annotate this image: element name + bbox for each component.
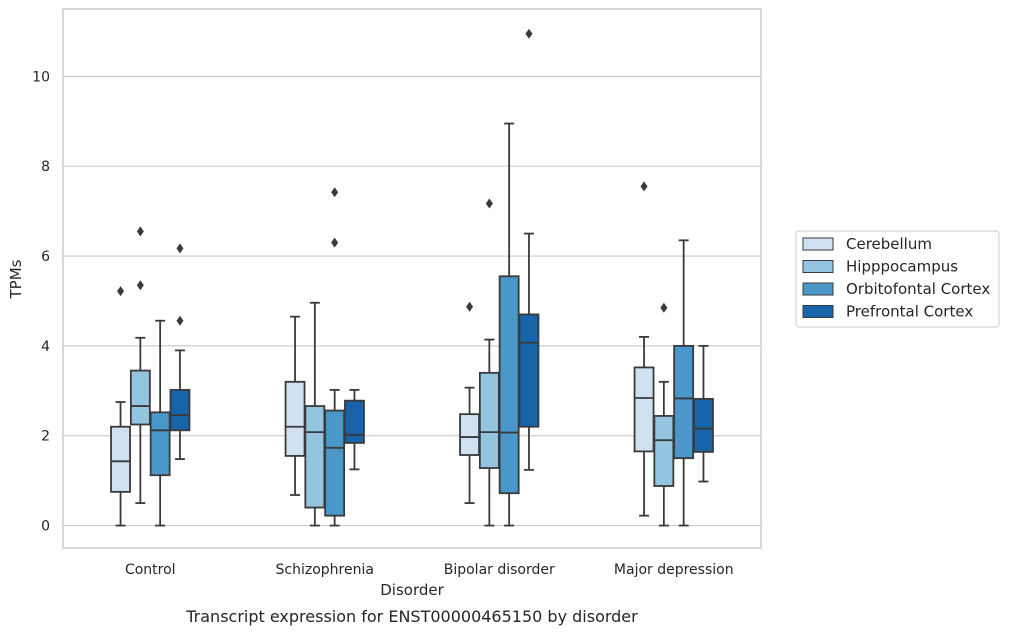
- y-tick-label: 4: [41, 339, 50, 355]
- outlier-point: [176, 315, 184, 326]
- outlier-point: [485, 198, 493, 209]
- box: [459, 413, 480, 456]
- box: [284, 380, 306, 457]
- box-group: [169, 243, 191, 460]
- outlier-point: [466, 301, 474, 312]
- box-group: [344, 388, 365, 471]
- outlier-point: [117, 286, 125, 297]
- box: [518, 313, 540, 428]
- y-tick-label: 2: [41, 429, 50, 445]
- box-group: [653, 302, 675, 527]
- y-axis-title: TPMs: [7, 259, 25, 299]
- box-group: [498, 122, 520, 527]
- box-group: [129, 226, 151, 504]
- box: [169, 388, 191, 432]
- x-tick-label: Control: [125, 562, 176, 578]
- legend-swatch: [802, 237, 834, 251]
- box: [324, 409, 346, 517]
- x-tick-label: Major depression: [614, 562, 734, 578]
- box: [653, 415, 675, 487]
- legend-swatch: [802, 260, 834, 273]
- box-group: [518, 28, 540, 471]
- x-axis-title: Disorder: [380, 581, 444, 599]
- legend-label: Cerebellum: [846, 235, 932, 253]
- chart-caption: Transcript expression for ENST0000046515…: [185, 607, 638, 626]
- box-group: [673, 239, 695, 527]
- outlier-point: [660, 302, 668, 313]
- x-tick-label: Bipolar disorder: [444, 562, 555, 578]
- legend-swatch: [802, 282, 834, 296]
- box: [693, 397, 714, 453]
- y-tick-label: 8: [41, 159, 50, 175]
- y-tick-label: 6: [41, 249, 50, 265]
- legend-label: Orbitofontal Cortex: [846, 280, 990, 298]
- outlier-point: [136, 226, 144, 237]
- legend-swatch: [802, 305, 834, 318]
- box: [110, 425, 131, 493]
- box-group: [110, 286, 131, 527]
- outlier-point: [331, 237, 339, 248]
- box: [633, 366, 655, 453]
- box-plot-marks: [110, 28, 714, 527]
- x-tick-label: Schizophrenia: [276, 562, 374, 578]
- legend-frame: [795, 230, 1000, 328]
- box-group: [459, 301, 480, 504]
- outlier-point: [176, 243, 184, 254]
- box-group: [149, 319, 171, 527]
- box-group: [284, 315, 306, 496]
- x-tick-labels: Control Schizophrenia Bipolar disorder Majo…: [125, 562, 734, 578]
- outlier-point: [525, 28, 533, 39]
- box: [673, 344, 695, 460]
- box: [478, 371, 500, 469]
- box-group: [633, 181, 655, 517]
- box: [149, 411, 171, 477]
- outlier-point: [331, 187, 339, 198]
- outlier-point: [136, 280, 144, 291]
- outlier-point: [640, 181, 648, 192]
- plot-frame: [62, 8, 762, 549]
- y-tick-label: 10: [32, 69, 50, 85]
- legend-label: Hipppocampus: [846, 258, 958, 276]
- box-group: [304, 301, 326, 527]
- box: [304, 405, 326, 509]
- box: [498, 275, 520, 495]
- legend-label: Prefrontal Cortex: [846, 303, 973, 321]
- legend: Cerebellum Hipppocampus Orbitofontal Corte…: [795, 230, 1000, 328]
- y-tick-label: 0: [41, 519, 50, 535]
- y-tick-labels: 0 2 4 6 8 10: [32, 69, 50, 534]
- box-group: [324, 187, 346, 527]
- box-group: [478, 198, 500, 527]
- box: [129, 369, 151, 426]
- box: [344, 399, 365, 444]
- box-group: [693, 344, 714, 483]
